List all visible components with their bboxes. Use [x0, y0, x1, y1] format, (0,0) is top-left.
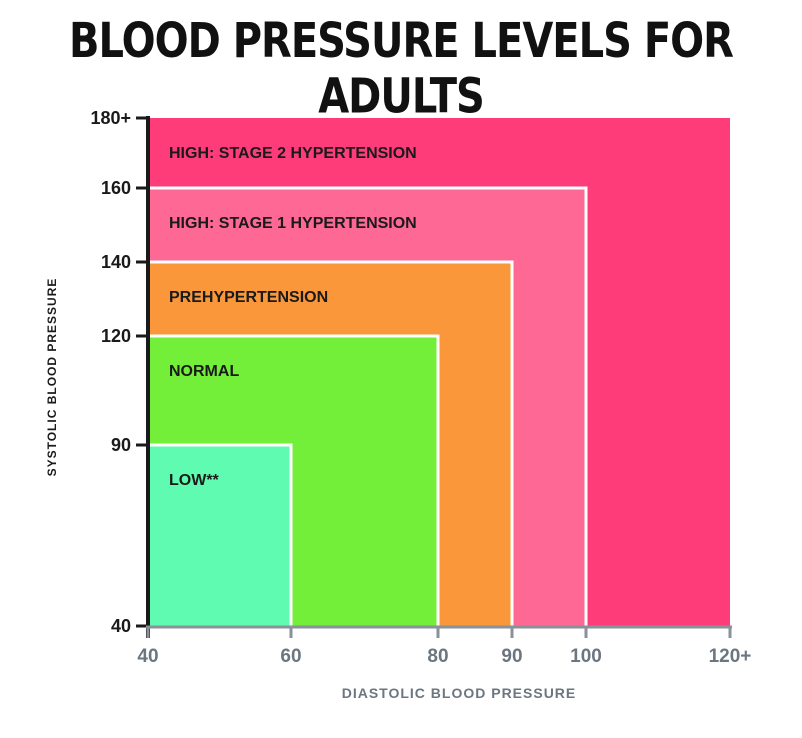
x-tick-label: 60 — [280, 646, 301, 667]
zone-label: PREHYPERTENSION — [169, 289, 328, 306]
x-tick-label: 120+ — [709, 646, 752, 667]
y-tick-label: 120 — [101, 326, 131, 346]
zone-4: LOW** — [148, 443, 293, 626]
x-tick-label: 90 — [501, 646, 522, 667]
x-axis-title: DIASTOLIC BLOOD PRESSURE — [342, 685, 577, 701]
zone-label: NORMAL — [169, 363, 239, 380]
y-axis-title: SYSTOLIC BLOOD PRESSURE — [45, 278, 59, 477]
x-tick-label: 80 — [427, 646, 448, 667]
y-tick-label: 160 — [101, 178, 131, 198]
zone-border — [148, 186, 588, 626]
x-tick-label: 100 — [570, 646, 602, 667]
x-tick-label: 40 — [137, 646, 158, 667]
y-tick-label: 40 — [111, 616, 131, 636]
chart-title: BLOOD PRESSURE LEVELS FOR ADULTS — [69, 14, 734, 125]
zone-border — [148, 260, 514, 626]
zone-label: HIGH: STAGE 2 HYPERTENSION — [169, 145, 417, 162]
y-tick-label: 140 — [101, 252, 131, 272]
zone-label: HIGH: STAGE 1 HYPERTENSION — [169, 215, 417, 232]
zone-rect — [148, 445, 291, 626]
zones-layer: HIGH: STAGE 2 HYPERTENSION HIGH: STAGE 1 … — [148, 118, 730, 626]
axes-layer: 40 90 120 140 160 180+ 40 60 80 90 100 120+ — [90, 108, 751, 667]
y-tick-label: 90 — [111, 435, 131, 455]
zone-label: LOW** — [169, 472, 220, 489]
zone-border — [148, 443, 293, 626]
zone-border — [148, 334, 440, 626]
y-tick-label: 180+ — [90, 108, 131, 128]
